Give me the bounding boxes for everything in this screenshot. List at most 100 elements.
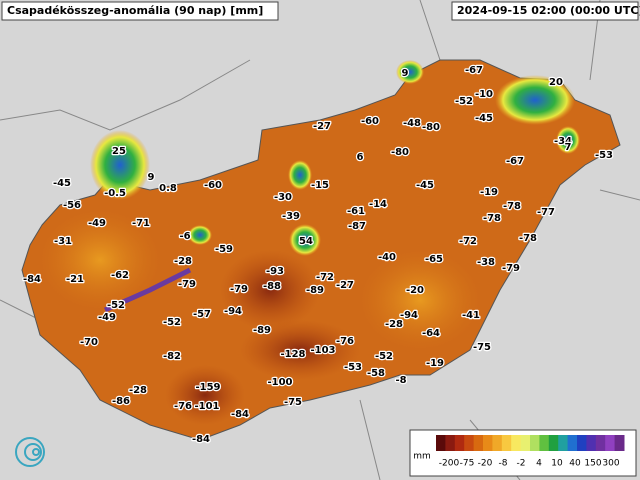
station-value: -79 (502, 263, 520, 274)
station-value: -19 (426, 358, 444, 369)
station-value: -14 (369, 199, 387, 210)
station-value: -79 (230, 284, 248, 295)
colorbar-label: 150 (584, 459, 601, 469)
station-value: -38 (477, 257, 495, 268)
station-value: -84 (231, 409, 249, 420)
station-value: -27 (336, 280, 354, 291)
station-value: -21 (66, 274, 84, 285)
station-value: -52 (107, 300, 125, 311)
colorbar-swatch (567, 435, 578, 451)
colorbar-label: 10 (551, 459, 563, 469)
station-value: -84 (192, 434, 210, 445)
colorbar-label: 4 (536, 459, 542, 469)
station-value: 20 (549, 77, 563, 88)
station-value: -159 (195, 382, 220, 393)
anomaly-field (40, 60, 580, 425)
station-value: -58 (367, 368, 385, 379)
station-value: 9 (402, 68, 409, 79)
station-value: -87 (348, 221, 366, 232)
station-value: -49 (98, 312, 116, 323)
station-value: -75 (284, 397, 302, 408)
station-value: -48 (403, 118, 421, 129)
colorbar-swatch (614, 435, 625, 451)
station-value: -84 (23, 274, 41, 285)
colorbar-label: 40 (569, 459, 581, 469)
station-value: -75 (473, 342, 491, 353)
colorbar-label: -75 (460, 459, 475, 469)
station-value: -59 (215, 244, 233, 255)
station-value: -80 (422, 122, 440, 133)
colorbar-swatch (586, 435, 597, 451)
station-value: -78 (519, 233, 537, 244)
station-value: -53 (595, 150, 613, 161)
station-value: -34 (554, 136, 572, 147)
colorbar-swatch (539, 435, 550, 451)
station-value: -72 (459, 236, 477, 247)
station-value: -62 (111, 270, 129, 281)
station-value: -15 (311, 180, 329, 191)
station-value: -72 (316, 272, 334, 283)
station-value: -128 (280, 349, 305, 360)
station-value: 9 (148, 172, 155, 183)
station-value: -89 (306, 285, 324, 296)
title: Csapadékösszeg-anomália (90 nap) [mm] (7, 4, 263, 17)
station-value: -60 (204, 180, 222, 191)
colorbar-swatch (454, 435, 465, 451)
station-value: -88 (263, 281, 281, 292)
colorbar-swatch (501, 435, 512, 451)
colorbar-swatch (445, 435, 456, 451)
colorbar-swatch (511, 435, 522, 451)
colorbar-label: -8 (499, 459, 508, 469)
station-value: -45 (416, 180, 434, 191)
station-value: -57 (193, 309, 211, 320)
station-value: -52 (455, 96, 473, 107)
timestamp-box (451, 1, 639, 21)
colorbar-swatch (595, 435, 606, 451)
colorbar-swatch (548, 435, 559, 451)
logo (15, 437, 45, 467)
station-value: -100 (267, 377, 292, 388)
station-value: -94 (400, 310, 418, 321)
station-value: -67 (465, 65, 483, 76)
station-value: -56 (63, 200, 81, 211)
station-value: -89 (253, 325, 271, 336)
station-value: -64 (422, 328, 440, 339)
station-value: -45 (475, 113, 493, 124)
station-value: -71 (132, 218, 150, 229)
colorbar-swatch (483, 435, 493, 451)
station-value: -10 (475, 89, 493, 100)
colorbar-label: -200 (439, 459, 460, 469)
station-value: -65 (425, 254, 443, 265)
station-value: -76 (336, 336, 354, 347)
station-value: -0.5 (104, 188, 126, 199)
station-value: -67 (506, 156, 524, 167)
station-value: -41 (462, 310, 480, 321)
station-value: -19 (480, 187, 498, 198)
station-value: 0.8 (159, 183, 177, 194)
country-area (21, 59, 621, 441)
colorbar-label: -20 (478, 459, 493, 469)
legend-unit: mm (413, 452, 431, 462)
station-value: -78 (503, 201, 521, 212)
station-value: 25 (112, 146, 126, 157)
station-value: -27 (313, 121, 331, 132)
colorbar-swatch (473, 435, 484, 451)
station-value: -76 (174, 401, 192, 412)
colorbar: -200 -75 -20 -8 -2 4 10 40 150 300 (436, 435, 625, 469)
station-value: -52 (375, 351, 393, 362)
station-value: -60 (361, 116, 379, 127)
station-value: 54 (299, 236, 313, 247)
colorbar-swatch (520, 435, 531, 451)
station-value: 7 (565, 142, 572, 153)
station-value: -28 (174, 256, 192, 267)
title-box (1, 1, 279, 21)
station-value: -39 (282, 211, 300, 222)
colorbar-swatch (605, 435, 616, 451)
colorbar-swatch (492, 435, 503, 451)
station-value: -80 (391, 147, 409, 158)
colorbar-swatch (577, 435, 587, 451)
station-value: -8 (395, 375, 406, 386)
station-value: -49 (88, 218, 106, 229)
